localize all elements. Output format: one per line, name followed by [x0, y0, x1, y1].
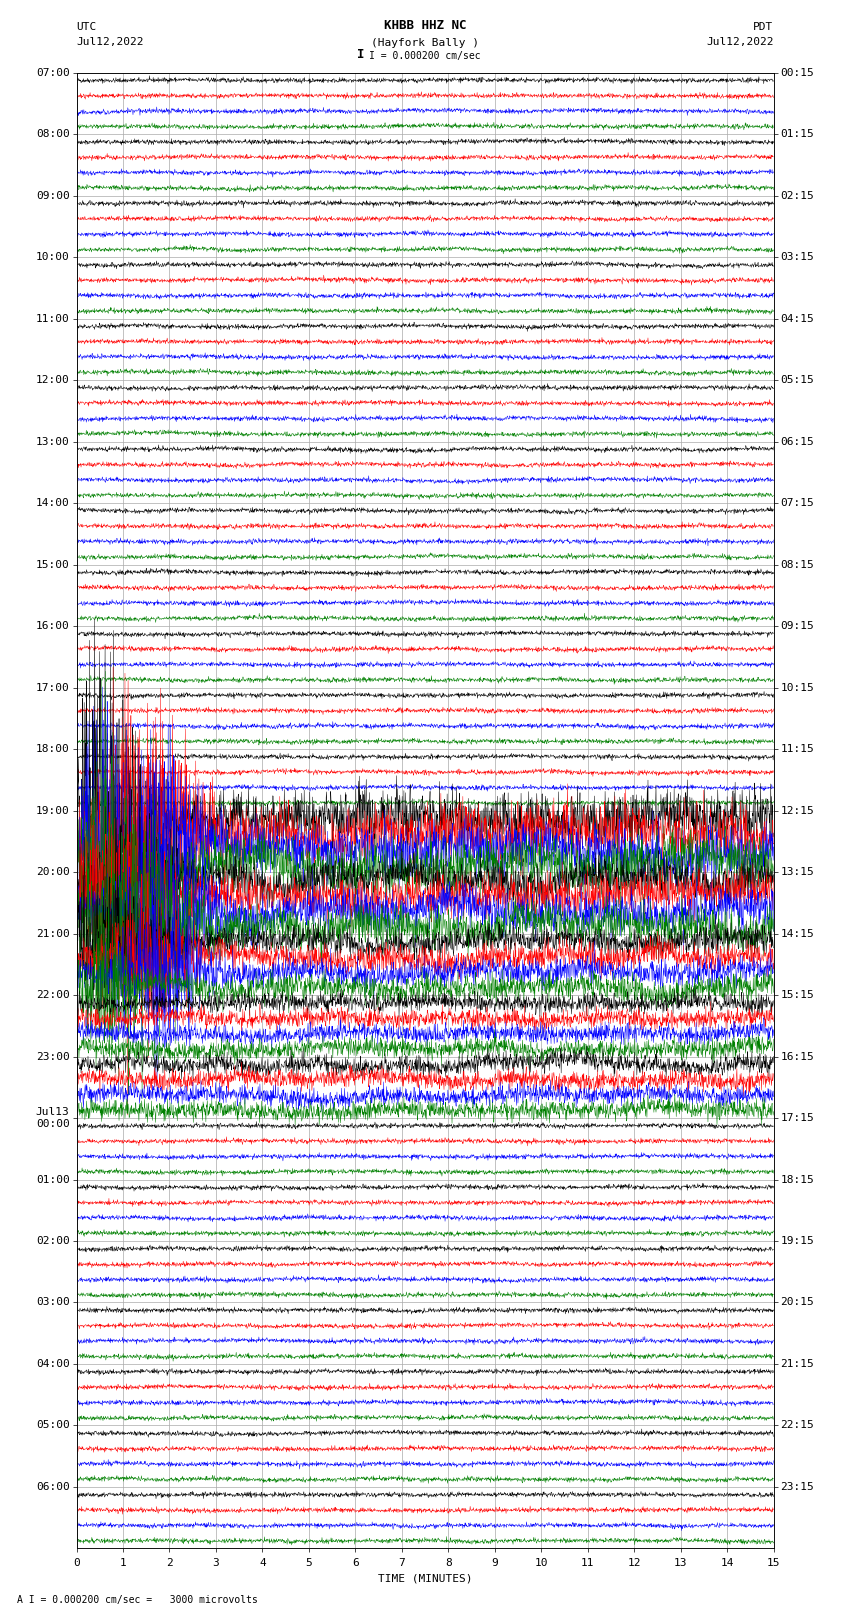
Text: UTC: UTC [76, 23, 97, 32]
Text: KHBB HHZ NC: KHBB HHZ NC [383, 19, 467, 32]
Text: PDT: PDT [753, 23, 774, 32]
Text: I = 0.000200 cm/sec: I = 0.000200 cm/sec [369, 52, 481, 61]
X-axis label: TIME (MINUTES): TIME (MINUTES) [377, 1573, 473, 1582]
Text: Jul12,2022: Jul12,2022 [706, 37, 774, 47]
Text: Jul12,2022: Jul12,2022 [76, 37, 144, 47]
Text: A I = 0.000200 cm/sec =   3000 microvolts: A I = 0.000200 cm/sec = 3000 microvolts [17, 1595, 258, 1605]
Text: I: I [358, 48, 365, 61]
Text: (Hayfork Bally ): (Hayfork Bally ) [371, 39, 479, 48]
